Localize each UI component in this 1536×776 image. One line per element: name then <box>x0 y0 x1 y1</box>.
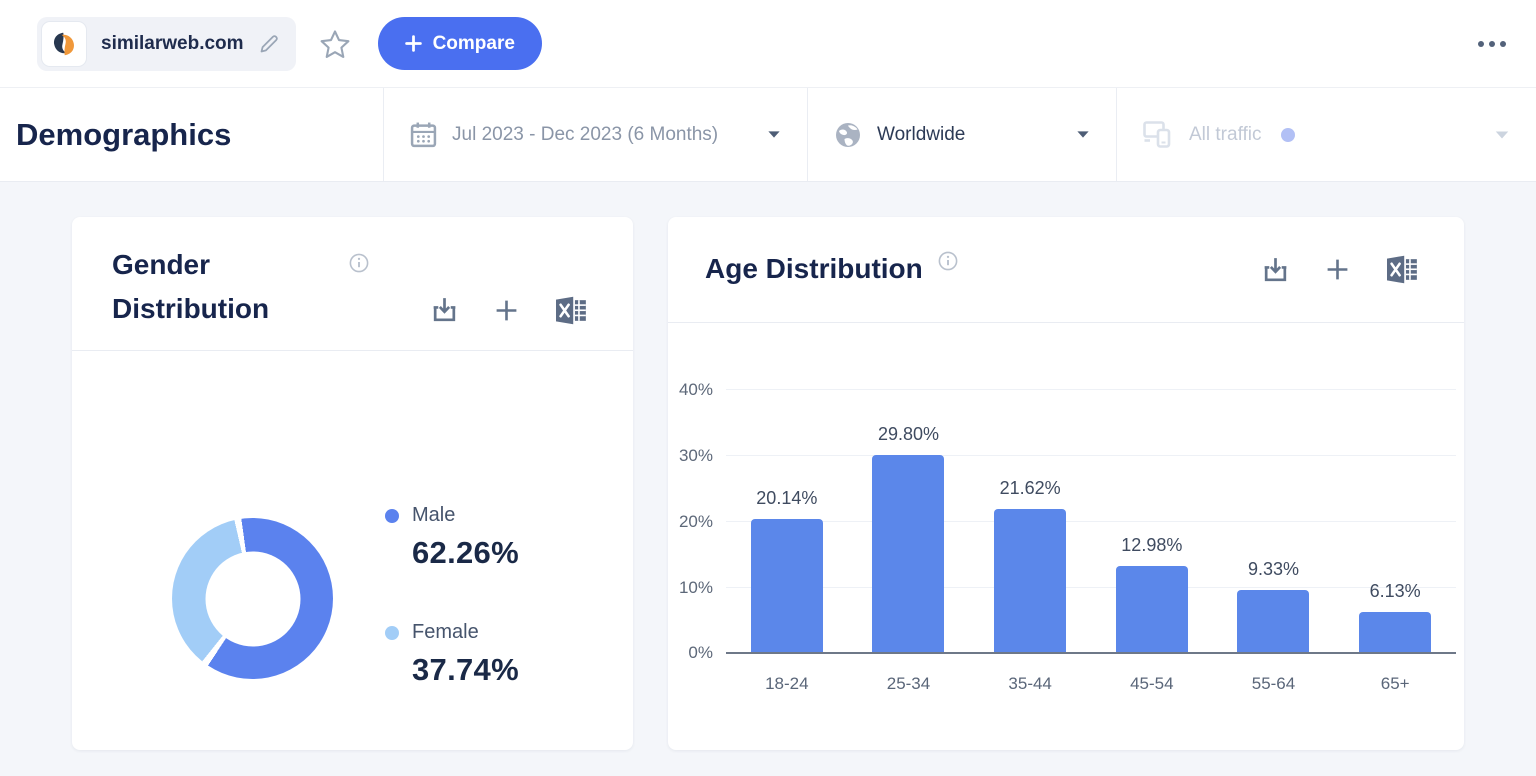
x-axis-label: 35-44 <box>1008 674 1052 693</box>
download-icon[interactable] <box>430 295 459 325</box>
y-tick-label: 20% <box>678 511 713 531</box>
legend-label: Female <box>412 621 479 643</box>
age-bar-35-44[interactable] <box>994 509 1067 652</box>
y-tick-label: 0% <box>688 643 713 662</box>
bar-value-label: 29.80% <box>877 424 940 445</box>
x-axis-label: 45-54 <box>1130 674 1174 693</box>
chevron-down-icon <box>1494 130 1510 140</box>
main-content: Gender Distribution <box>0 182 1536 776</box>
age-chart-area: 0% 10% 20% 30% 40% 20.14% 18-24 29.80% 25-34 21.6… <box>668 323 1464 749</box>
gridline: 40% <box>679 380 1456 399</box>
bar-value-label: 9.33% <box>1247 559 1299 580</box>
devices-icon <box>1143 121 1171 148</box>
x-axis-label: 25-34 <box>886 674 931 693</box>
excel-export-icon[interactable] <box>1385 254 1420 285</box>
gridline: 20% <box>679 512 1456 531</box>
chevron-down-icon <box>767 130 781 139</box>
age-bar-25-34[interactable] <box>872 455 945 652</box>
date-range-value: Jul 2023 - Dec 2023 (6 Months) <box>452 123 719 145</box>
gender-card-header: Gender Distribution <box>72 217 633 351</box>
add-to-dashboard-icon[interactable] <box>1325 257 1350 282</box>
add-to-dashboard-icon[interactable] <box>494 298 519 323</box>
info-icon[interactable] <box>938 251 958 291</box>
age-card-header: Age Distribution <box>668 217 1464 323</box>
y-tick-label: 40% <box>678 379 713 399</box>
age-bar-45-54[interactable] <box>1115 566 1188 652</box>
bar-value-label: 20.14% <box>756 488 818 509</box>
age-slot-65+: 6.13% 65+ <box>1334 390 1456 693</box>
star-icon <box>320 29 350 58</box>
gender-chart-area: Male 62.26% Female 37.74% <box>72 351 633 749</box>
dot <box>1500 40 1506 47</box>
site-name: similarweb.com <box>101 32 244 54</box>
compare-button-label: Compare <box>432 32 515 54</box>
similarweb-logo <box>41 20 87 67</box>
edit-pencil-icon[interactable] <box>258 33 280 55</box>
region-filter[interactable]: Worldwide <box>807 88 1116 181</box>
age-slot-25-34: 29.80% 25-34 <box>848 390 970 693</box>
favorite-star-button[interactable] <box>318 28 352 60</box>
legend-dot <box>385 625 399 640</box>
age-bar-55-64[interactable] <box>1237 590 1310 652</box>
calendar-icon <box>410 122 437 148</box>
legend-dot <box>385 508 399 523</box>
info-icon[interactable] <box>349 253 369 350</box>
x-axis-label: 65+ <box>1380 674 1410 693</box>
dot <box>1478 40 1484 47</box>
plus-icon <box>404 35 422 52</box>
globe-icon <box>836 122 860 147</box>
legend-label: Male <box>412 504 456 526</box>
x-axis-label: 18-24 <box>765 674 809 693</box>
donut-hole <box>205 551 300 646</box>
similarweb-logo-icon <box>54 32 74 55</box>
age-slot-45-54: 12.98% 45-54 <box>1091 390 1213 693</box>
compare-button[interactable]: Compare <box>377 17 542 70</box>
traffic-filter-value: All traffic <box>1189 123 1262 145</box>
y-tick-label: 10% <box>678 577 713 597</box>
gender-donut[interactable] <box>172 518 333 679</box>
x-axis-line: 0% <box>688 643 1456 662</box>
excel-export-icon[interactable] <box>554 295 589 326</box>
age-card-title: Age Distribution <box>705 253 923 285</box>
legend-item-male: Male 62.26% <box>385 504 519 571</box>
age-plot: 0% 10% 20% 30% 40% 20.14% 18-24 29.80% 25-34 21.6… <box>679 380 1456 693</box>
legend-value: 37.74% <box>412 652 519 687</box>
bar-value-label: 21.62% <box>999 478 1061 499</box>
region-value: Worldwide <box>877 123 966 145</box>
age-slot-35-44: 21.62% 35-44 <box>969 390 1091 693</box>
legend-value: 62.26% <box>412 535 519 570</box>
traffic-filter[interactable]: All traffic <box>1116 88 1536 181</box>
dot <box>1489 40 1495 47</box>
gridline: 30% <box>679 446 1456 465</box>
bar-value-label: 12.98% <box>1121 535 1183 556</box>
site-selector[interactable]: similarweb.com <box>37 16 296 71</box>
date-range-filter[interactable]: Jul 2023 - Dec 2023 (6 Months) <box>383 88 807 181</box>
gender-distribution-card: Gender Distribution <box>72 217 633 750</box>
ellipsis-menu-icon[interactable] <box>1466 29 1518 59</box>
traffic-status-dot <box>1280 127 1295 142</box>
chevron-down-icon <box>1076 130 1090 139</box>
filter-bar: Demographics Jul 2023 - Dec 2023 (6 Mont… <box>0 88 1536 182</box>
gridline: 10% <box>679 578 1456 597</box>
age-distribution-card: Age Distribution <box>668 217 1464 750</box>
topbar: similarweb.com Compare <box>0 0 1536 88</box>
y-tick-label: 30% <box>678 445 713 465</box>
age-slot-18-24: 20.14% 18-24 <box>726 390 848 693</box>
gender-legend: Male 62.26% Female 37.74% <box>385 504 519 688</box>
age-slot-55-64: 9.33% 55-64 <box>1213 390 1335 693</box>
page-title: Demographics <box>16 116 232 152</box>
bar-value-label: 6.13% <box>1369 580 1421 601</box>
gender-card-title: Gender Distribution <box>112 249 270 325</box>
legend-item-female: Female 37.74% <box>385 621 519 688</box>
x-axis-label: 55-64 <box>1251 674 1296 693</box>
download-icon[interactable] <box>1261 255 1290 285</box>
age-bar-18-24[interactable] <box>750 519 823 652</box>
age-bar-65+[interactable] <box>1359 611 1432 652</box>
